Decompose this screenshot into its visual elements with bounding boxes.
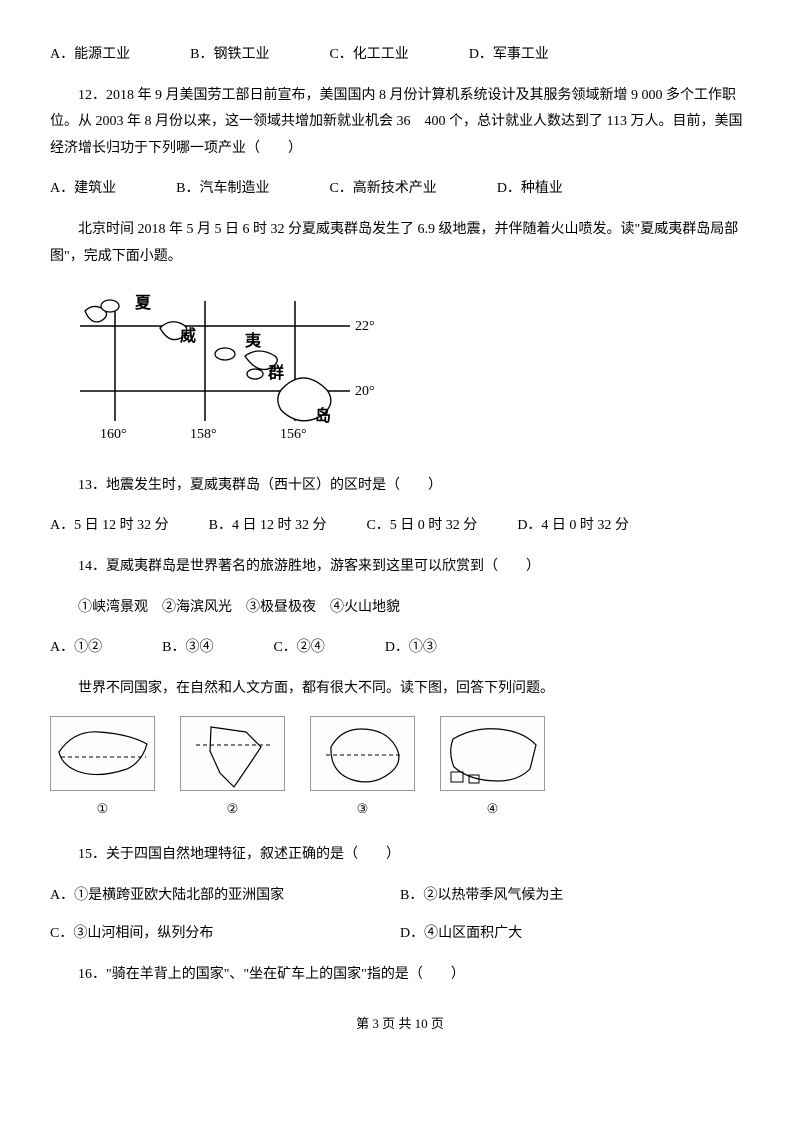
- lon-158: 158°: [190, 427, 217, 442]
- map-2: [180, 716, 285, 791]
- q13-opt-d: D．4 日 0 时 32 分: [517, 513, 629, 540]
- label-xia: 夏: [134, 294, 152, 312]
- lon-156: 156°: [280, 427, 307, 442]
- map-label-1: ①: [50, 797, 155, 822]
- q13-text: 13．地震发生时，夏威夷群岛（西十区）的区时是（ ）: [50, 473, 750, 500]
- lon-160: 160°: [100, 427, 127, 442]
- passage-hawaii: 北京时间 2018 年 5 月 5 日 6 时 32 分夏威夷群岛发生了 6.9…: [50, 217, 750, 270]
- q13-opt-c: C．5 日 0 时 32 分: [366, 513, 477, 540]
- q12-options: A．建筑业 B．汽车制造业 C．高新技术产业 D．种植业: [50, 176, 750, 203]
- q15-opt-a: A．①是横跨亚欧大陆北部的亚洲国家: [50, 883, 400, 910]
- label-yi: 夷: [245, 331, 262, 350]
- map-label-4: ④: [440, 797, 545, 822]
- hawaii-map-figure: 22° 20° 160° 158° 156° 夏 威 夷 群 岛: [50, 286, 750, 457]
- q14-items: ①峡湾景观 ②海滨风光 ③极昼极夜 ④火山地貌: [50, 595, 750, 622]
- label-dao: 岛: [315, 406, 331, 425]
- q13-opt-b: B．4 日 12 时 32 分: [209, 513, 327, 540]
- map-3: [310, 716, 415, 791]
- lat-20: 20°: [355, 384, 375, 399]
- map-1: [50, 716, 155, 791]
- lat-22: 22°: [355, 319, 375, 334]
- hawaii-map-svg: 22° 20° 160° 158° 156° 夏 威 夷 群 岛: [50, 286, 390, 446]
- q11-opt-d: D．军事工业: [469, 42, 549, 69]
- q12-opt-c: C．高新技术产业: [329, 176, 436, 203]
- q14-opt-a: A．①②: [50, 635, 102, 662]
- country-map-labels: ① ② ③ ④: [50, 797, 750, 822]
- q12-opt-d: D．种植业: [497, 176, 563, 203]
- q12-opt-a: A．建筑业: [50, 176, 116, 203]
- q11-opt-b: B．钢铁工业: [190, 42, 269, 69]
- q14-opt-c: C．②④: [273, 635, 324, 662]
- q13-opt-a: A．5 日 12 时 32 分: [50, 513, 169, 540]
- passage-countries: 世界不同国家，在自然和人文方面，都有很大不同。读下图，回答下列问题。: [50, 676, 750, 703]
- q11-options: A．能源工业 B．钢铁工业 C．化工工业 D．军事工业: [50, 42, 750, 69]
- q11-opt-a: A．能源工业: [50, 42, 130, 69]
- q15-opt-d: D．④山区面积广大: [400, 921, 750, 948]
- q14-opt-d: D．①③: [385, 635, 437, 662]
- q14-opt-b: B．③④: [162, 635, 213, 662]
- map-4: [440, 716, 545, 791]
- label-qun: 群: [268, 363, 284, 382]
- q15-opt-c: C．③山河相间，纵列分布: [50, 921, 400, 948]
- q16-text: 16．"骑在羊背上的国家"、"坐在矿车上的国家"指的是（ ）: [50, 962, 750, 989]
- q14-text: 14．夏威夷群岛是世界著名的旅游胜地，游客来到这里可以欣赏到（ ）: [50, 554, 750, 581]
- q15-text: 15．关于四国自然地理特征，叙述正确的是（ ）: [50, 842, 750, 869]
- map-label-3: ③: [310, 797, 415, 822]
- page-footer: 第 3 页 共 10 页: [50, 1012, 750, 1037]
- country-maps-row: [50, 716, 750, 791]
- q14-options: A．①② B．③④ C．②④ D．①③: [50, 635, 750, 662]
- q11-opt-c: C．化工工业: [329, 42, 408, 69]
- label-wei: 威: [180, 326, 196, 345]
- q12-text: 12．2018 年 9 月美国劳工部日前宣布，美国国内 8 月份计算机系统设计及…: [50, 83, 750, 163]
- q12-opt-b: B．汽车制造业: [176, 176, 269, 203]
- q15-row2: C．③山河相间，纵列分布 D．④山区面积广大: [50, 921, 750, 948]
- q13-options: A．5 日 12 时 32 分 B．4 日 12 时 32 分 C．5 日 0 …: [50, 513, 750, 540]
- q15-row1: A．①是横跨亚欧大陆北部的亚洲国家 B．②以热带季风气候为主: [50, 883, 750, 910]
- q15-opt-b: B．②以热带季风气候为主: [400, 883, 750, 910]
- map-label-2: ②: [180, 797, 285, 822]
